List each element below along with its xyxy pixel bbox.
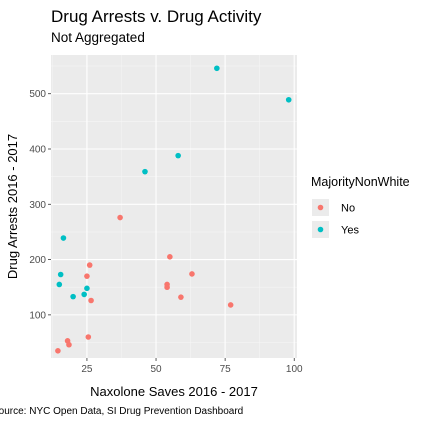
y-tick-label: 200	[29, 255, 46, 266]
y-tick-label: 300	[29, 200, 46, 211]
legend-swatch-no	[317, 204, 324, 211]
data-point-no	[167, 254, 173, 260]
chart-caption: Source: NYC Open Data, SI Drug Preventio…	[0, 406, 243, 417]
data-point-no	[88, 297, 94, 304]
x-tick-label: 75	[220, 364, 232, 375]
x-axis-ticks: 25 50 75 100	[81, 358, 303, 375]
data-point-no	[164, 284, 170, 291]
data-point-yes	[84, 285, 90, 292]
data-point-yes	[70, 293, 76, 300]
y-tick-label: 500	[29, 89, 46, 100]
data-point-yes	[56, 281, 63, 288]
grid-major	[51, 55, 297, 358]
data-point-yes	[142, 168, 148, 175]
grid-minor	[51, 55, 297, 358]
data-point-no	[86, 262, 93, 268]
x-tick-label: 100	[286, 364, 303, 375]
data-points	[55, 65, 292, 354]
data-point-yes	[60, 235, 67, 241]
legend-label-no: No	[341, 203, 355, 215]
legend: MajorityNonWhite No Yes	[311, 175, 410, 238]
data-point-no	[85, 334, 92, 340]
data-point-no	[117, 214, 123, 221]
y-axis-ticks: 100 200 300 400 500	[29, 89, 51, 321]
legend-title: MajorityNonWhite	[311, 175, 410, 189]
data-point-no	[178, 294, 184, 300]
data-point-no	[55, 348, 61, 354]
chart-title: Drug Arrests v. Drug Activity	[51, 7, 262, 26]
data-point-no	[84, 273, 90, 279]
y-tick-label: 100	[29, 310, 46, 321]
data-point-yes	[57, 271, 64, 278]
legend-swatch-yes	[317, 226, 324, 233]
x-tick-label: 50	[150, 364, 162, 375]
plot-panel	[51, 55, 297, 358]
y-axis-label: Drug Arrests 2016 - 2017	[5, 134, 20, 279]
legend-label-yes: Yes	[341, 225, 359, 237]
x-tick-label: 25	[81, 364, 93, 375]
data-point-no	[227, 302, 234, 308]
data-point-yes	[175, 152, 181, 159]
y-tick-label: 400	[29, 144, 46, 155]
x-axis-label: Naxolone Saves 2016 - 2017	[90, 384, 258, 399]
chart-subtitle: Not Aggregated	[51, 30, 145, 45]
data-point-yes	[214, 65, 220, 72]
data-point-yes	[285, 96, 292, 103]
data-point-no	[189, 271, 195, 277]
data-point-yes	[81, 291, 87, 298]
data-point-no	[66, 341, 72, 348]
